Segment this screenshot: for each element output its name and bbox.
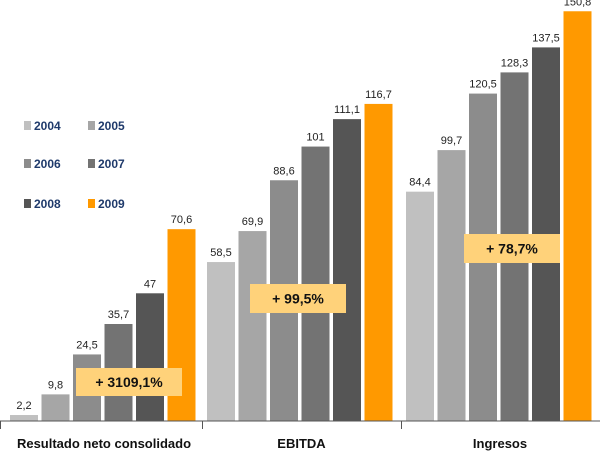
value-label-1-2004: 2,2 bbox=[16, 400, 31, 412]
bar-3-2005 bbox=[437, 150, 466, 421]
bar-2-2009 bbox=[364, 103, 393, 421]
legend-swatch-2008 bbox=[24, 199, 31, 208]
value-label-3-2004: 84,4 bbox=[409, 177, 430, 189]
value-label-1-2005: 9,8 bbox=[48, 379, 63, 391]
growth-label-2: + 99,5% bbox=[272, 291, 324, 307]
value-label-1-2008: 47 bbox=[144, 278, 156, 290]
legend-label-2004: 2004 bbox=[34, 119, 61, 133]
value-label-3-2008: 137,5 bbox=[532, 32, 560, 44]
value-label-3-2007: 128,3 bbox=[501, 57, 529, 69]
growth-label-1: + 3109,1% bbox=[95, 374, 163, 390]
legend-label-2007: 2007 bbox=[98, 157, 125, 171]
legend-swatch-2004 bbox=[24, 121, 31, 130]
growth-label-3: + 78,7% bbox=[486, 241, 538, 257]
value-label-2-2006: 88,6 bbox=[273, 165, 294, 177]
value-label-3-2006: 120,5 bbox=[469, 79, 497, 91]
legend-swatch-2007 bbox=[88, 159, 95, 168]
value-label-1-2007: 35,7 bbox=[108, 309, 129, 321]
value-label-2-2007: 101 bbox=[306, 132, 324, 144]
legend-swatch-2009 bbox=[88, 199, 95, 208]
legend-label-2006: 2006 bbox=[34, 157, 61, 171]
bar-2-2005 bbox=[238, 231, 267, 421]
growth-labels-group: + 3109,1% + 99,5% + 78,7% bbox=[76, 234, 560, 396]
value-label-3-2005: 99,7 bbox=[441, 135, 462, 147]
value-label-1-2006: 24,5 bbox=[76, 339, 97, 351]
bar-3-2009 bbox=[563, 11, 592, 421]
value-label-2-2009: 116,7 bbox=[365, 89, 392, 101]
x-axis: Resultado neto consolidado EBITDA Ingresos bbox=[0, 420, 600, 451]
bar-1-2005 bbox=[41, 394, 70, 421]
legend-swatch-2005 bbox=[88, 121, 95, 130]
growth-box-2 bbox=[250, 284, 346, 313]
category-label-2: EBITDA bbox=[277, 436, 326, 451]
bars-group bbox=[10, 11, 592, 422]
value-labels-group: 2,2 9,8 24,5 35,7 47 70,6 58,5 69,9 88,6 101 111,1… bbox=[16, 0, 591, 412]
category-label-1: Resultado neto consolidado bbox=[17, 436, 191, 451]
bar-2-2008 bbox=[333, 119, 361, 421]
bar-3-2004 bbox=[406, 191, 434, 421]
legend-label-2008: 2008 bbox=[34, 197, 61, 211]
legend-label-2009: 2009 bbox=[98, 197, 125, 211]
bar-1-2004 bbox=[10, 415, 38, 421]
value-label-1-2009: 70,6 bbox=[171, 214, 192, 226]
value-label-3-2009: 150,8 bbox=[564, 0, 592, 8]
growth-box-1 bbox=[76, 368, 182, 396]
legend-label-2005: 2005 bbox=[98, 119, 125, 133]
legend: 2004 2005 2006 2007 2008 2009 bbox=[24, 119, 125, 211]
bar-1-2008 bbox=[136, 293, 164, 421]
value-label-2-2004: 58,5 bbox=[210, 247, 231, 259]
legend-swatch-2006 bbox=[24, 159, 31, 168]
bar-2-2004 bbox=[207, 262, 235, 421]
bar-2-2007 bbox=[301, 146, 330, 421]
category-label-3: Ingresos bbox=[473, 436, 527, 451]
value-label-2-2005: 69,9 bbox=[242, 216, 263, 228]
value-label-2-2008: 111,1 bbox=[334, 104, 360, 116]
growth-box-3 bbox=[464, 234, 560, 263]
